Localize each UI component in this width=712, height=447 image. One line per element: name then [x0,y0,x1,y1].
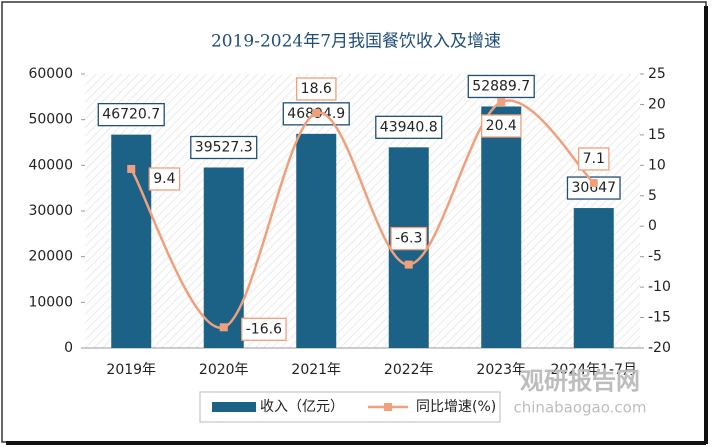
y2-tick-label: 20 [648,96,666,112]
bar [296,133,337,348]
watermark: 观研报告网 [520,367,640,395]
y-tick-label: 40000 [28,157,73,173]
label-box [375,115,443,139]
y2-tick-label: 0 [648,218,657,234]
y2-tick-label: 15 [648,127,666,143]
bar-value-label: 39527.3 [195,139,253,155]
y-tick-label: 20000 [28,249,73,265]
line-marker [589,178,598,187]
line-value-label: -6.3 [395,231,422,247]
legend-label: 收入（亿元） [260,399,344,415]
bar-value-label: 30647 [571,180,616,196]
line-value-label: 20.4 [486,118,517,134]
y2-tick-label: 10 [648,157,666,173]
y2-tick-label: -5 [648,249,662,265]
y2-tick-label: 5 [648,188,657,204]
y2-tick-label: -10 [648,279,671,295]
line-marker [127,164,136,173]
y-tick-label: 10000 [28,294,73,310]
line-value-label: -16.6 [246,321,282,337]
x-tick-label: 2019年 [106,362,156,378]
y-tick-label: 0 [64,340,73,356]
x-tick-label: 2023年 [476,362,526,378]
watermark: chinabaogao.com [514,399,647,417]
y-tick-label: 50000 [28,112,73,128]
x-tick-label: 2020年 [199,362,249,378]
plot-area [85,74,640,348]
line-value-label: 9.4 [153,171,175,187]
label-box [390,226,428,251]
line-value-label: 7.1 [583,151,605,167]
label-box [241,317,287,341]
y2-tick-label: -20 [648,340,671,356]
label-box [481,114,522,138]
y2-tick-label: -15 [648,310,671,326]
x-tick-label: 2021年 [291,362,341,378]
legend-swatch [384,403,392,411]
legend-swatch [212,402,256,412]
bar-value-label: 43940.8 [380,119,438,135]
label-box [190,135,258,160]
line-value-label: 18.6 [301,81,332,97]
bar-value-label: 52889.7 [472,78,530,94]
label-box [577,147,610,171]
line-marker [404,260,413,269]
y-tick-label: 60000 [28,66,73,82]
y-tick-label: 30000 [28,203,73,219]
line-marker [497,98,506,107]
legend-label: 同比增速(%) [416,399,496,415]
x-tick-label: 2022年 [384,362,434,378]
line-marker [219,323,228,332]
label-box [148,167,181,191]
x-tick-label: 2024年1-7月 [551,362,638,378]
bar-value-label: 46720.7 [102,107,160,123]
bar [573,208,614,348]
label-box [566,176,621,200]
label-box [97,102,165,127]
label-box [467,74,535,99]
line-marker [312,108,321,117]
y2-tick-label: 25 [648,66,666,82]
bar [203,167,244,348]
bar [481,106,522,348]
chart-title: 2019-2024年7月我国餐饮收入及增速 [211,32,501,52]
label-box [296,77,337,101]
